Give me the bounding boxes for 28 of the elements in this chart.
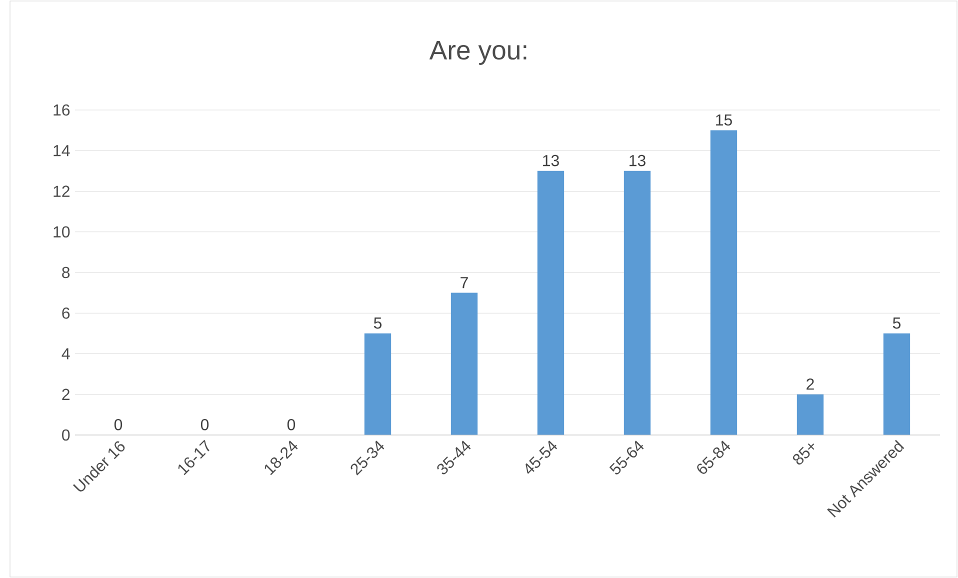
bar	[710, 130, 738, 435]
data-label: 15	[716, 114, 732, 126]
y-tick-label: 0	[62, 429, 70, 441]
chart-title: Are you:	[429, 41, 526, 65]
data-label: 2	[806, 378, 814, 390]
bar	[624, 170, 651, 435]
data-label: 5	[374, 318, 382, 329]
data-label: 0	[200, 418, 209, 430]
y-tick-label: 4	[62, 348, 70, 360]
y-tick-label: 10	[54, 226, 70, 238]
y-tick-label: 8	[62, 266, 70, 278]
data-label: 13	[630, 154, 646, 166]
y-tick-label: 14	[54, 145, 70, 156]
bar	[537, 170, 564, 435]
data-label: 7	[460, 277, 468, 288]
data-label: 0	[287, 418, 296, 430]
x-tick-label: 85+	[792, 443, 814, 465]
data-label: 0	[114, 418, 122, 430]
bar	[883, 333, 910, 435]
y-tick-label: 2	[62, 388, 70, 400]
bar	[450, 292, 478, 435]
y-tick-label: 12	[54, 186, 70, 197]
bar	[796, 394, 824, 435]
data-label: 5	[892, 318, 901, 329]
data-label: 13	[543, 154, 559, 166]
y-tick-label: 6	[62, 307, 70, 319]
bar	[364, 333, 392, 435]
y-tick-label: 16	[54, 104, 70, 116]
